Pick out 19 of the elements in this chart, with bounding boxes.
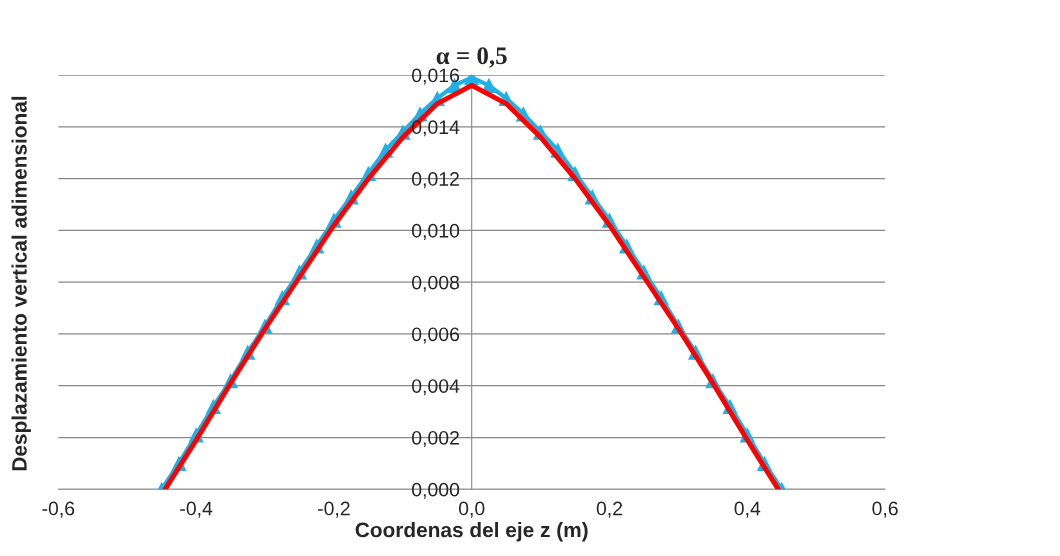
y-tick-label: 0,006 [412,327,460,344]
y-tick-label: 0,010 [412,223,460,240]
y-tick-label: 0,002 [412,430,459,448]
y-tick-label: 0,004 [412,379,460,396]
x-tick-label: -0,4 [180,501,213,518]
chart-title: α = 0,5 [436,47,507,68]
y-tick-label: 0,014 [412,120,460,137]
y-tick-label: 0,016 [412,68,460,85]
x-tick-label: 0,2 [596,501,623,518]
x-tick-label: -0,2 [318,501,350,518]
y-tick-label: 0,008 [412,275,460,292]
y-tick-label: 0,012 [412,172,459,189]
x-tick-label: 0,0 [458,501,485,518]
x-tick-label: 0,6 [872,501,898,518]
y-tick-label: 0,000 [412,482,460,499]
y-axis-title: Desplazamiento vertical adimensional [11,96,31,471]
x-tick-label: 0,4 [734,501,761,518]
x-tick-label: -0,6 [42,501,75,518]
x-axis-title: Coordenas del eje z (m) [355,521,588,542]
